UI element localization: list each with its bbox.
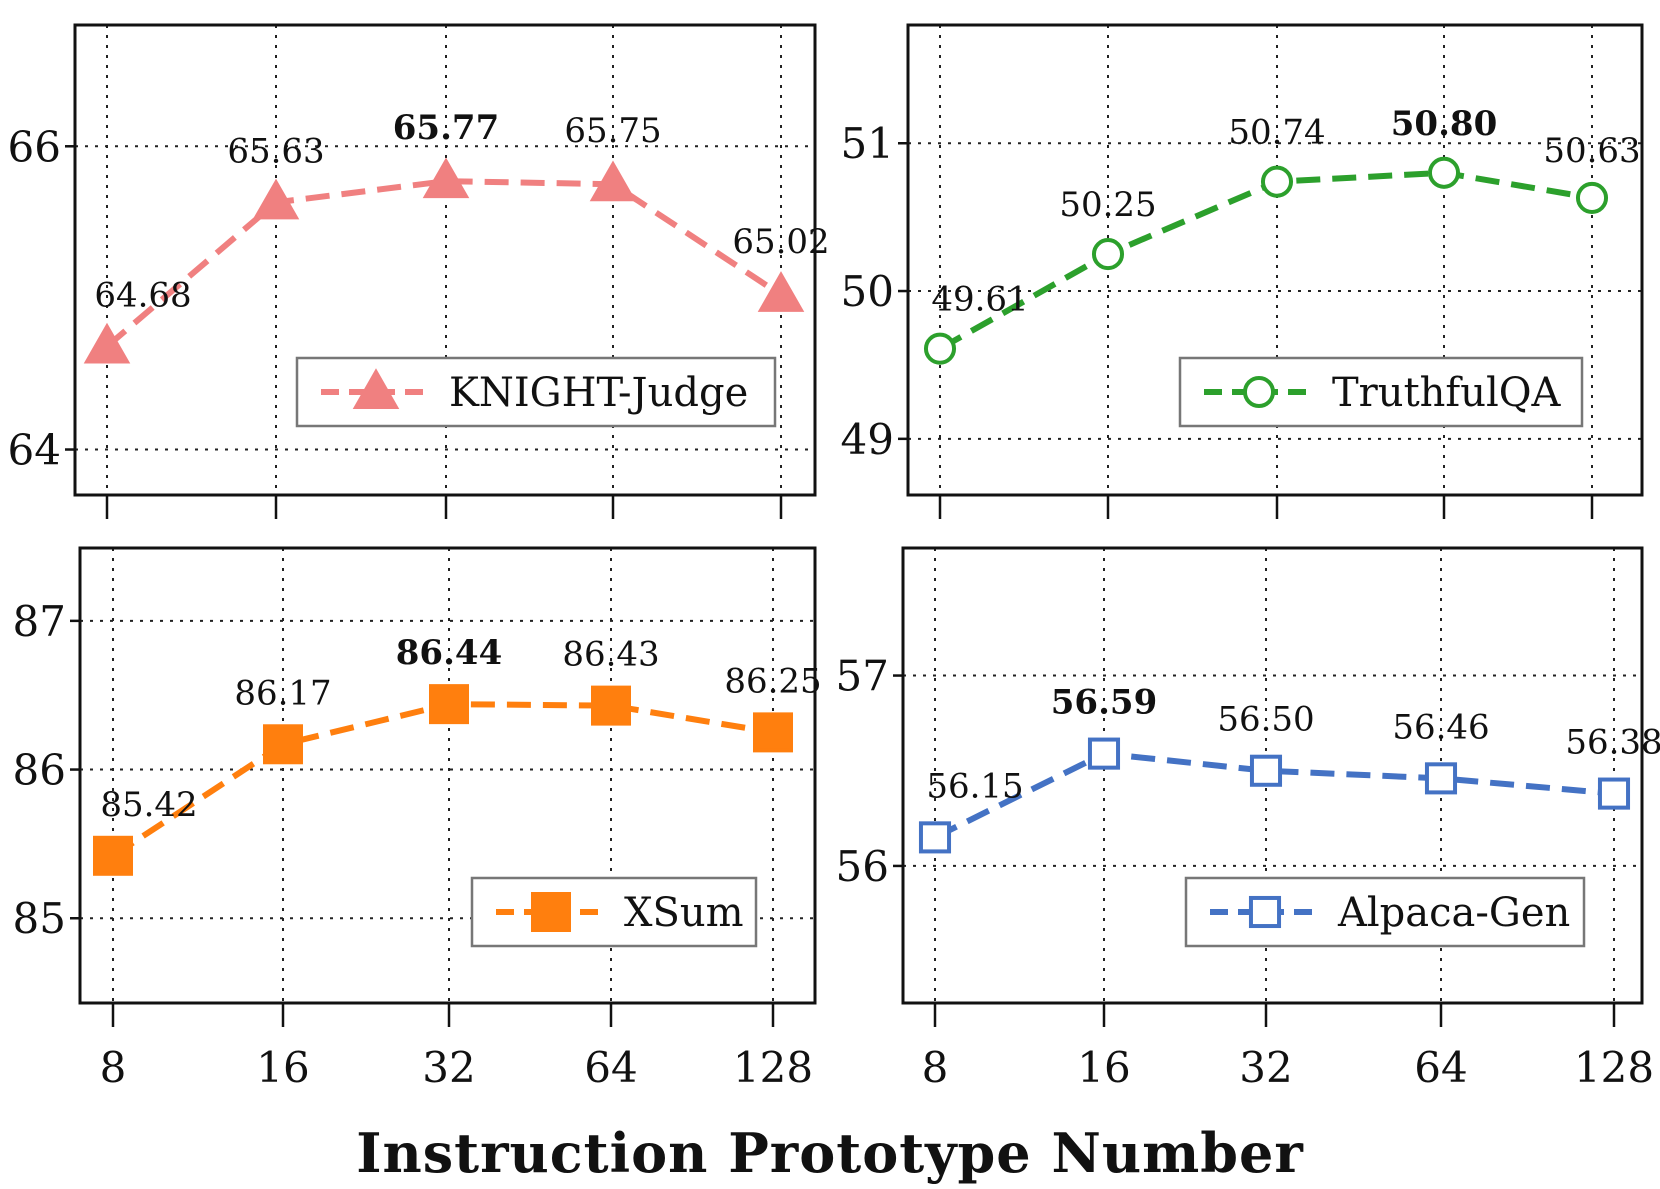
data-label: 86.25 [724, 661, 821, 701]
panel-alpaca-gen: 56 57 8 16 32 64 128 56.15 56.59 56.50 56.46 56.38 A… [836, 546, 1660, 1092]
data-label: 86.43 [562, 635, 659, 675]
legend-box [470, 876, 758, 948]
panel-truthfulqa: 49 50 51 49.61 50.25 50.74 50.80 50.63 TruthfulQ… [841, 23, 1644, 519]
data-label: 56.38 [1565, 723, 1660, 763]
series-line [938, 169, 1593, 352]
data-point [429, 684, 469, 725]
y-tick-label: 87 [13, 597, 66, 646]
data-label: 65.75 [564, 111, 661, 151]
x-tick-label: 64 [584, 1043, 637, 1092]
legend-box [295, 356, 777, 428]
y-tick-label: 64 [8, 426, 61, 475]
plot-frame [78, 546, 817, 1005]
data-point [757, 271, 805, 312]
data-label: 86.44 [396, 633, 502, 673]
data-label: 50.25 [1059, 185, 1156, 225]
legend: Alpaca-Gen [1184, 876, 1586, 948]
data-label: 86.17 [234, 673, 331, 713]
legend: XSum [470, 876, 758, 948]
series-line [933, 750, 1615, 841]
data-label: 65.63 [227, 131, 324, 171]
x-tick-label: 64 [1414, 1043, 1467, 1092]
data-label: 50.74 [1228, 113, 1325, 153]
plot-frame [906, 23, 1644, 497]
series-line [105, 178, 783, 349]
y-tick-label: 66 [8, 122, 61, 171]
x-tick-label: 32 [422, 1043, 475, 1092]
data-point [83, 322, 131, 364]
x-axis-label: Instruction Prototype Number [356, 1121, 1304, 1184]
data-point [1597, 777, 1631, 810]
x-tick-label: 32 [1239, 1043, 1292, 1092]
data-label: 56.15 [926, 766, 1023, 806]
legend: KNIGHT-Judge [295, 356, 777, 428]
data-label: 56.46 [1392, 707, 1489, 747]
data-point [1249, 754, 1283, 787]
data-point [93, 835, 133, 876]
x-tick-label: 16 [1077, 1043, 1130, 1092]
x-tick-label: 128 [733, 1043, 813, 1092]
plot-frame [901, 546, 1644, 1005]
data-point [1087, 737, 1121, 770]
x-tick-label: 16 [256, 1043, 309, 1092]
series-line [111, 701, 774, 859]
legend-label: TruthfulQA [1332, 370, 1562, 416]
data-label: 65.02 [732, 222, 829, 262]
data-label: 50.63 [1543, 131, 1640, 171]
data-label: 85.42 [100, 785, 197, 825]
data-point [1260, 165, 1294, 198]
x-tick-label: 128 [1574, 1043, 1654, 1092]
y-tick-label: 85 [13, 894, 66, 943]
legend-marker [1248, 895, 1282, 929]
data-point [1091, 238, 1125, 271]
data-label: 64.68 [94, 275, 191, 315]
data-point [589, 160, 637, 202]
x-tick-label: 8 [100, 1043, 127, 1092]
legend-label: KNIGHT-Judge [449, 370, 748, 416]
data-point [252, 178, 300, 220]
data-point [753, 712, 793, 753]
data-label: 50.80 [1391, 104, 1497, 144]
data-point [923, 332, 957, 365]
legend-label: Alpaca-Gen [1337, 890, 1570, 936]
legend-marker [352, 368, 400, 410]
y-tick-label: 86 [13, 746, 66, 795]
x-tick-label: 8 [922, 1043, 949, 1092]
y-tick-label: 57 [836, 652, 889, 701]
data-label: 49.61 [931, 280, 1028, 320]
panel-knight-judge: 64 66 64.68 65.63 65.77 65.75 65.02 KNIGHT-Judg… [8, 23, 830, 519]
data-point [918, 821, 952, 854]
data-point [1424, 762, 1458, 795]
plot-frame [73, 23, 817, 497]
y-tick-label: 49 [841, 415, 894, 464]
legend-label: XSum [624, 890, 744, 936]
y-tick-label: 51 [841, 119, 894, 168]
data-label: 56.50 [1217, 700, 1314, 740]
y-tick-label: 50 [841, 267, 894, 316]
legend: TruthfulQA [1178, 356, 1584, 428]
panel-xsum: 85 86 87 8 16 32 64 128 85.42 86.17 86.44 86.43 86.2… [13, 546, 822, 1092]
data-point [263, 724, 303, 765]
y-tick-label: 56 [836, 842, 889, 891]
data-point [1427, 156, 1461, 189]
legend-marker [531, 892, 571, 932]
data-point [422, 157, 470, 199]
data-label: 65.77 [393, 108, 499, 148]
legend-marker [1242, 375, 1276, 409]
data-point [1575, 181, 1609, 214]
data-point [591, 685, 631, 726]
data-label: 56.59 [1051, 683, 1157, 723]
